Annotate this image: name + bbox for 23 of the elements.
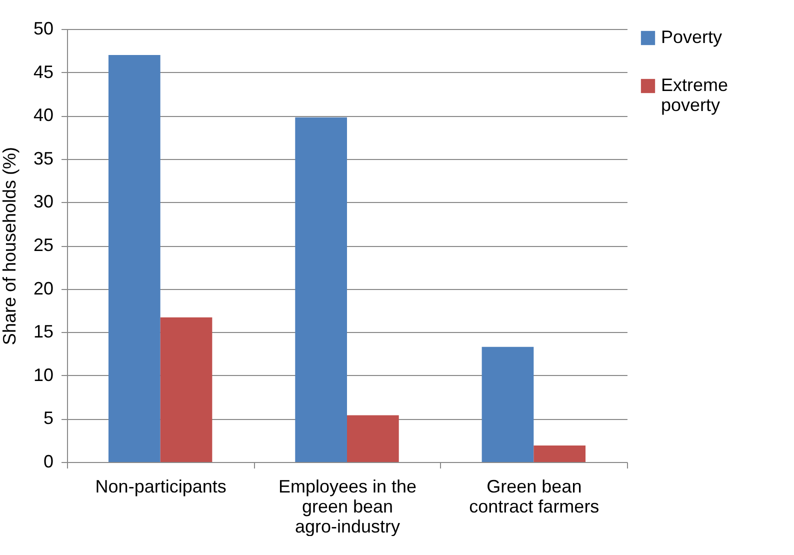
y-tick-label: 10 [33,364,54,385]
y-tick-label: 40 [33,105,54,126]
y-tick-label: 45 [33,62,54,82]
x-tick-label: Green bean contract farmers [469,476,600,516]
bar [295,117,347,462]
y-tick-label: 25 [33,235,54,255]
legend-label: Extreme poverty [661,75,728,115]
bar [347,415,399,462]
bar [482,346,534,462]
bar [534,446,586,462]
y-axis-title: Share of households (%) [0,146,20,346]
y-tick-label: 30 [33,192,54,212]
y-tick-label: 50 [33,18,54,38]
legend-label: Poverty [661,27,722,47]
y-tick-label: 20 [33,278,54,298]
y-tick-label: 35 [33,148,54,168]
x-tick-label: Non-participants [95,476,226,496]
bar [160,317,212,462]
y-tick-label: 15 [33,322,54,342]
bar [108,54,160,462]
x-tick-label: Employees in the green bean agro-industry [278,476,417,536]
y-tick-label: 5 [43,408,54,428]
y-tick-label: 0 [43,452,54,472]
